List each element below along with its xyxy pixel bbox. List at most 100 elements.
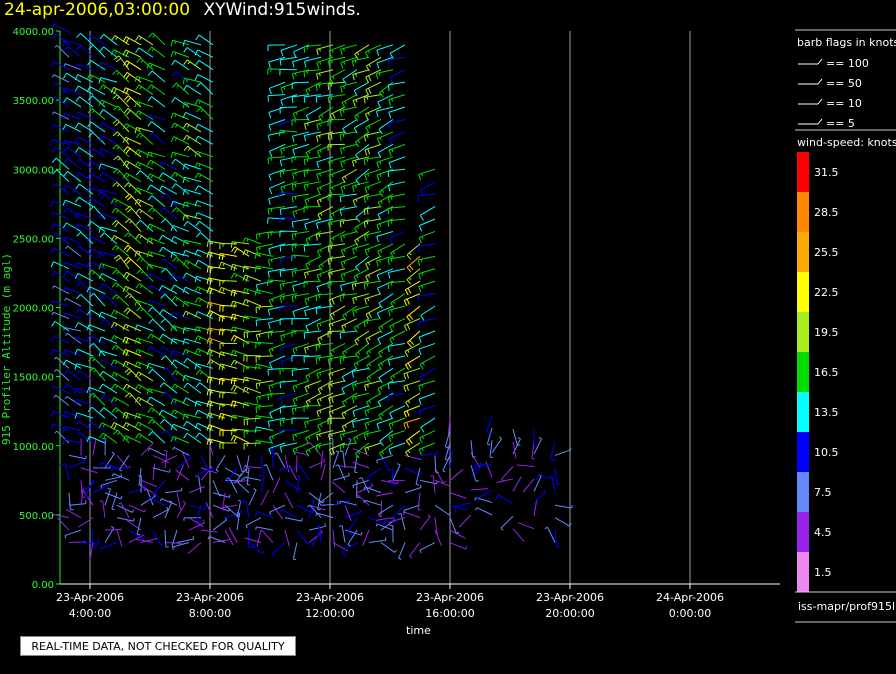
barb-staff xyxy=(92,132,106,145)
barb-staff xyxy=(361,477,370,493)
wind-barb xyxy=(243,442,262,450)
barb-flag xyxy=(405,440,411,446)
barb-half-flag xyxy=(172,447,175,451)
barb-staff xyxy=(148,237,166,245)
wind-barb xyxy=(398,542,406,560)
barb-staff xyxy=(90,530,94,548)
speed-legend-value: 13.5 xyxy=(814,406,839,419)
wind-barb xyxy=(77,158,94,170)
barb-flag xyxy=(123,307,129,313)
barb-staff xyxy=(355,131,370,143)
barb-half-flag xyxy=(295,397,298,402)
barb-staff xyxy=(256,439,274,444)
barb-staff xyxy=(268,156,286,159)
barb-half-flag xyxy=(139,36,142,41)
barb-staff xyxy=(116,517,134,522)
barb-staff xyxy=(340,56,358,64)
barb-flag xyxy=(76,45,81,51)
barb-flag xyxy=(418,449,422,456)
barb-flag xyxy=(355,353,360,359)
barb-half-flag xyxy=(226,477,230,480)
barb-staff xyxy=(268,94,286,97)
wind-barb xyxy=(419,430,436,444)
wind-barb xyxy=(449,469,464,481)
barb-flag xyxy=(352,100,356,107)
barb-half-flag xyxy=(138,362,141,366)
barb-staff xyxy=(268,255,286,261)
barb-flag xyxy=(378,128,383,135)
wind-barb xyxy=(376,417,394,430)
wind-barb xyxy=(376,218,394,231)
barb-staff xyxy=(186,432,202,444)
barb-half-flag xyxy=(52,285,55,289)
barb-staff xyxy=(140,268,154,282)
barb-flag xyxy=(279,130,281,137)
barb-half-flag xyxy=(186,302,189,306)
wind-barb xyxy=(291,367,310,377)
barb-staff xyxy=(64,529,82,537)
barb-flag xyxy=(146,284,151,291)
barb-staff xyxy=(126,172,142,183)
barb-flag xyxy=(62,72,67,79)
barb-staff xyxy=(340,293,358,297)
barb-flag xyxy=(351,421,355,428)
wind-barb xyxy=(339,193,358,203)
barb-staff xyxy=(318,255,334,267)
barb-staff xyxy=(126,71,142,83)
barb-flag xyxy=(196,107,202,113)
barb-flag xyxy=(363,235,367,242)
wind-barb xyxy=(517,464,535,467)
speed-legend-swatch xyxy=(797,432,809,472)
barb-staff xyxy=(342,168,358,179)
barb-half-flag xyxy=(186,414,188,418)
wind-barb xyxy=(376,106,394,118)
wind-barb xyxy=(305,367,322,382)
barb-half-flag xyxy=(269,511,272,516)
barb-staff xyxy=(236,455,243,472)
barb-staff xyxy=(187,382,202,394)
barb-flag xyxy=(268,349,272,356)
barb-flag xyxy=(171,158,176,165)
barb-half-flag xyxy=(271,348,274,352)
barb-half-flag xyxy=(261,550,265,554)
barb-flag xyxy=(209,311,214,318)
barb-staff xyxy=(269,181,286,189)
barb-staff xyxy=(388,305,406,311)
barb-staff xyxy=(172,151,190,158)
barb-staff xyxy=(127,307,142,319)
barb-flag xyxy=(352,185,355,192)
wind-barb xyxy=(122,285,142,295)
barb-legend-entry: == 100 xyxy=(826,57,869,70)
barb-flag xyxy=(254,289,257,296)
barb-flag xyxy=(114,222,119,228)
wind-barb xyxy=(124,368,142,382)
wind-barb xyxy=(146,273,166,282)
barb-flag xyxy=(98,462,102,469)
wind-barb xyxy=(134,110,154,120)
barb-flag xyxy=(182,177,186,184)
barb-staff xyxy=(328,380,346,386)
barb-flag xyxy=(124,293,130,298)
wind-barb xyxy=(329,305,346,321)
barb-flag xyxy=(303,61,307,68)
barb-flag xyxy=(352,200,356,207)
wind-barb xyxy=(122,136,142,145)
wind-barb xyxy=(122,172,142,183)
wind-barb xyxy=(292,131,310,143)
barb-staff xyxy=(126,60,142,71)
barb-half-flag xyxy=(421,384,423,388)
wind-barb xyxy=(74,136,94,145)
wind-barb xyxy=(74,272,94,282)
wind-barb xyxy=(269,143,286,157)
barb-half-flag xyxy=(355,309,357,313)
barb-staff xyxy=(341,318,358,327)
barb-half-flag xyxy=(569,523,572,527)
barb-staff xyxy=(292,380,310,387)
barb-flag xyxy=(342,314,347,321)
barb-flag xyxy=(135,170,141,176)
barb-flag xyxy=(122,87,126,94)
barb-flag xyxy=(267,332,270,339)
barb-staff xyxy=(405,355,421,366)
wind-barb xyxy=(341,380,358,395)
barb-half-flag xyxy=(63,327,65,331)
